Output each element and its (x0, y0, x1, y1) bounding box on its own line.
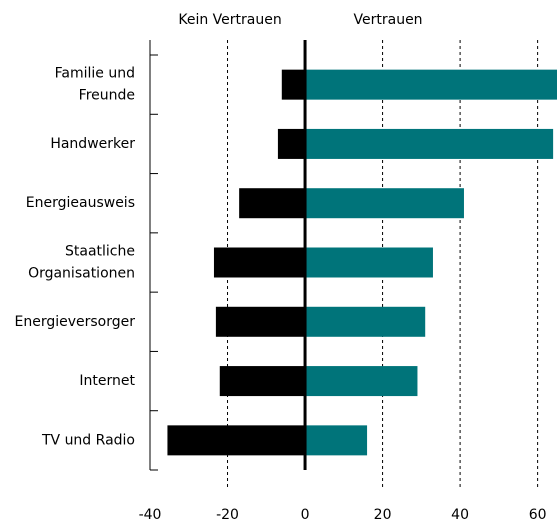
bar (305, 188, 464, 219)
y-tick-label: Familie und Freunde (55, 66, 135, 104)
y-tick-label: TV und Radio (41, 432, 135, 448)
x-tick-label: 20 (374, 507, 392, 523)
bar (167, 425, 306, 456)
bar (215, 306, 306, 337)
bar (305, 425, 368, 456)
y-tick-label: Energieausweis (26, 195, 135, 211)
x-tick-label: 60 (529, 507, 547, 523)
bar (305, 69, 557, 100)
bar (213, 247, 306, 278)
bar (239, 188, 306, 219)
bar (305, 128, 554, 159)
x-tick-label: 0 (301, 507, 310, 523)
bar (305, 247, 433, 278)
bar (305, 366, 418, 397)
y-tick-label: Staatliche Organisationen (28, 244, 135, 282)
y-tick-label: Energieversorger (14, 314, 135, 330)
legend-label: Vertrauen (354, 12, 423, 28)
bar (219, 366, 306, 397)
y-tick-label: Internet (79, 373, 135, 389)
x-tick-label: 40 (451, 507, 469, 523)
bar (281, 69, 306, 100)
bar (277, 128, 306, 159)
y-tick-label: Handwerker (50, 136, 135, 152)
bar (305, 306, 426, 337)
x-tick-label: -40 (139, 507, 162, 523)
x-tick-label: -20 (216, 507, 239, 523)
legend-label: Kein Vertrauen (178, 12, 281, 28)
